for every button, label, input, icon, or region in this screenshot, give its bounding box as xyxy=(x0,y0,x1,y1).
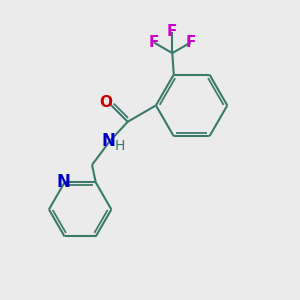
Text: F: F xyxy=(149,35,159,50)
Text: H: H xyxy=(115,140,125,153)
Text: N: N xyxy=(56,173,70,191)
Text: F: F xyxy=(167,24,178,39)
Text: F: F xyxy=(185,35,196,50)
Text: O: O xyxy=(99,95,112,110)
Text: N: N xyxy=(102,132,116,150)
